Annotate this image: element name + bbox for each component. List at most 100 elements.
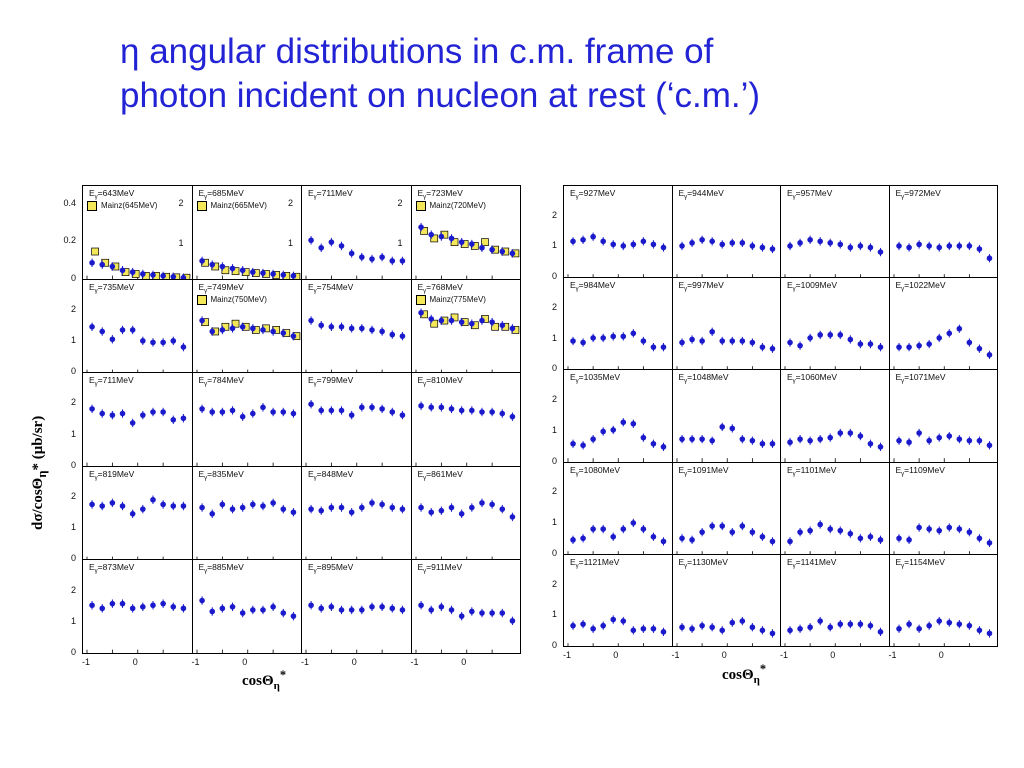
data-point: [807, 527, 813, 534]
data-point: [678, 624, 685, 630]
panel-energy-label: Eγ=873MeV: [89, 562, 135, 576]
panel-plot: [676, 327, 775, 370]
data-point: [660, 444, 667, 451]
data-point: [590, 233, 596, 240]
data-point: [498, 248, 505, 255]
data-point: [279, 272, 286, 278]
data-point: [498, 506, 505, 512]
data-point: [935, 618, 942, 624]
panel-plot: [893, 522, 992, 554]
mainz-legend-marker: [196, 294, 207, 305]
data-point: [759, 627, 765, 633]
side-tick-label: 1: [178, 238, 184, 248]
panel-1101mev: Eγ=1101MeV: [780, 461, 890, 555]
data-point: [817, 521, 823, 527]
data-point: [109, 263, 116, 270]
data-point: [877, 536, 884, 543]
panel-energy-label: Eγ=1121MeV: [570, 556, 620, 570]
panel-plot: [305, 236, 406, 279]
y-tick-label: 2: [70, 397, 76, 408]
data-point: [915, 430, 922, 437]
data-point: [389, 504, 396, 511]
mainz-point: [429, 319, 438, 328]
data-point: [797, 240, 803, 246]
panel-energy-label: Eγ=1009MeV: [787, 280, 838, 293]
data-point: [708, 329, 715, 335]
x-tick-label: -1: [410, 657, 419, 667]
data-point: [787, 439, 793, 446]
data-point: [966, 438, 972, 444]
data-point: [976, 438, 982, 444]
data-point: [379, 604, 385, 610]
panel-plot: [415, 308, 519, 373]
data-point: [219, 409, 225, 415]
panel-1060mev: Eγ=1060MeV: [780, 369, 890, 463]
data-point: [678, 243, 685, 249]
data-point: [509, 618, 515, 625]
panel-plot: [86, 404, 187, 466]
data-point: [359, 607, 365, 614]
data-point: [348, 250, 355, 257]
y-tick-label: 1: [70, 522, 76, 533]
data-point: [348, 325, 355, 331]
left-y-axis-label: dσ/cosΘη* (μb/sr): [30, 415, 49, 530]
data-point: [99, 328, 106, 334]
data-point: [369, 499, 375, 506]
panel-972mev: Eγ=972MeV: [888, 185, 998, 279]
data-point: [827, 624, 834, 630]
panel-plot: [676, 235, 775, 278]
panel-energy-label: Eγ=984MeV: [570, 280, 616, 293]
panel-944mev: Eγ=944MeV: [671, 185, 781, 279]
data-point: [99, 605, 106, 612]
data-point: [640, 435, 647, 441]
data-point: [417, 224, 424, 230]
slide-title: η angular distributions in c.m. frame of…: [120, 30, 980, 118]
data-point: [956, 243, 962, 249]
data-point: [739, 618, 745, 624]
data-point: [749, 339, 755, 346]
data-point: [269, 409, 276, 415]
data-point: [89, 406, 95, 412]
data-point: [610, 616, 617, 623]
panel-plot: [784, 616, 884, 646]
data-point: [239, 504, 245, 511]
panel-energy-label: Eγ=784MeV: [198, 375, 244, 388]
title-line-2: photon incident on nucleon at rest (‘c.m…: [120, 76, 761, 115]
data-point: [99, 410, 106, 417]
panel-energy-label: Eγ=1101MeV: [787, 464, 837, 478]
data-point: [847, 244, 854, 251]
data-point: [769, 630, 775, 636]
data-point: [640, 525, 647, 532]
data-point: [688, 536, 695, 543]
data-point: [867, 533, 874, 540]
y-tick-label: 0: [551, 363, 557, 374]
y-tick-label: 2: [70, 303, 76, 314]
data-point: [180, 343, 187, 350]
data-point: [140, 604, 146, 610]
data-point: [610, 241, 617, 248]
data-point: [905, 621, 912, 627]
data-point: [279, 506, 286, 512]
data-point: [580, 442, 586, 449]
x-tick-label: -1: [671, 650, 680, 660]
data-point: [759, 533, 765, 540]
x-tick-label: -1: [888, 650, 897, 660]
panel-energy-label: Eγ=944MeV: [678, 188, 724, 201]
x-tick-label: -1: [191, 657, 200, 667]
panel-plot: [893, 324, 992, 370]
data-point: [905, 344, 912, 351]
data-point: [318, 507, 325, 514]
data-point: [817, 436, 823, 443]
data-point: [660, 538, 667, 544]
data-point: [509, 325, 515, 331]
data-point: [109, 499, 116, 506]
panel-plot: [415, 222, 519, 279]
data-point: [208, 328, 215, 334]
data-point: [290, 410, 296, 417]
data-point: [877, 249, 884, 255]
data-point: [399, 258, 406, 264]
data-point: [857, 433, 864, 440]
data-point: [570, 622, 576, 629]
y-tick-label: 1: [551, 517, 557, 528]
data-point: [698, 436, 705, 443]
